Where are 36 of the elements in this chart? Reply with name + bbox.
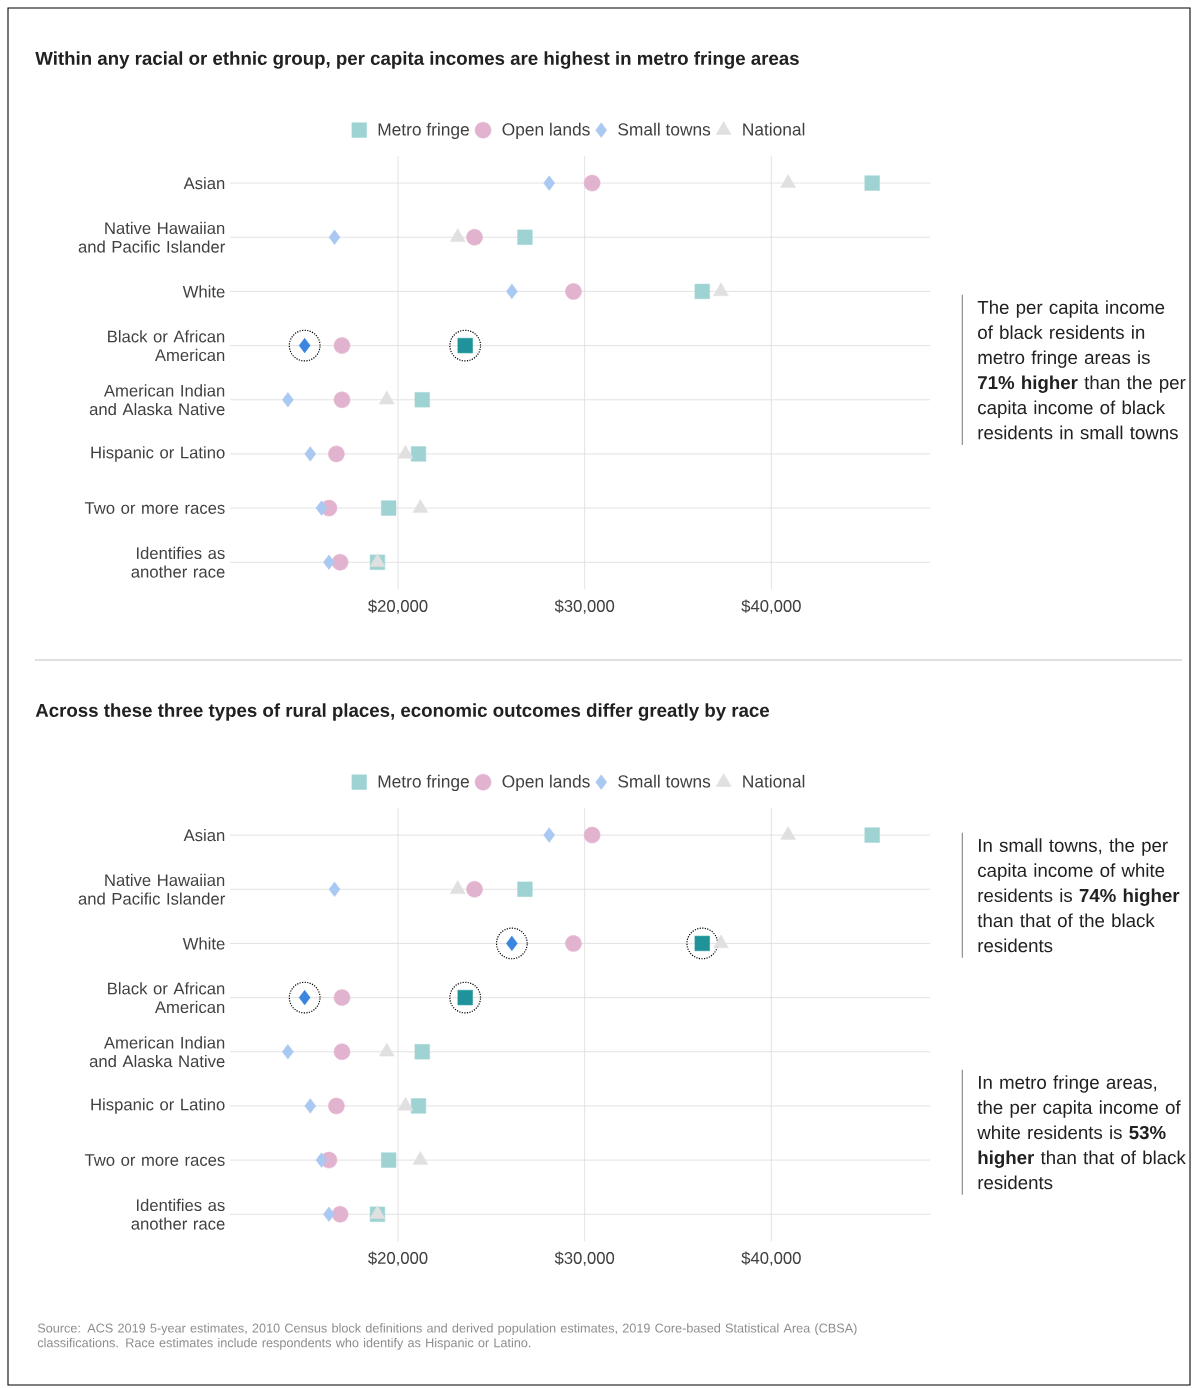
y-tick-label: White [182,937,225,950]
legend-label: National [743,122,805,136]
text: In small towns, the per capita income of white residents is 74% higher than that of the black residents [977,838,1180,953]
y-tick-label: Hispanic or Latino [91,446,225,462]
y-tick-label: Black or African American [108,982,225,1014]
legend-label: National [743,774,805,788]
legend-label: Small towns [618,122,711,136]
y-tick-label: American Indian and Alaska Native [89,1036,225,1068]
legend-label: Metro fringe [378,122,469,140]
y-tick-label: Identifies as another race [131,1198,225,1230]
text: In metro fringe areas, the per capita income of white residents is 53% higher than that of black residents [977,1075,1186,1190]
y-tick-label: Hispanic or Latino [91,1098,225,1114]
chart-title: Within any racial or ethnic group, per capita incomes are highest in metro fringe areas [35,51,799,69]
y-tick-label: Two or more races [84,502,225,514]
x-tick-label: $40,000 [741,599,801,614]
text: The per capita income of black residents in metro fringe areas is 71% higher than the per capita income of black residents in small towns [977,300,1186,440]
y-tick-label: Identifies as another race [131,546,225,578]
chart-title: Across these three types of rural places, economic outcomes differ greatly by race [35,703,770,721]
y-tick-label: American Indian and Alaska Native [89,384,225,416]
y-tick-label: Native Hawaiian and Pacific Islander [78,873,225,905]
source-note: Source: ACS 2019 5-year estimates, 2010 Census block definitions and derived population estimates, 2019 Core-based Statistical Area (CBSA) classifications. Race estimates include respondents who identify as Hispanic or Latino. [37,1323,857,1350]
y-tick-label: Asian [183,828,225,842]
legend-label: Open lands [502,122,590,140]
x-tick-label: $30,000 [554,1251,615,1266]
x-tick-label: $40,000 [741,1251,801,1266]
legend-label: Open lands [502,774,590,792]
x-tick-label: $20,000 [368,1251,428,1266]
legend-label: Small towns [618,774,711,788]
y-tick-label: Asian [183,176,225,190]
x-tick-label: $30,000 [554,599,615,614]
y-tick-label: Native Hawaiian and Pacific Islander [78,221,225,253]
legend-label: Metro fringe [378,774,469,792]
x-tick-label: $20,000 [368,599,428,614]
y-tick-label: Two or more races [84,1154,225,1166]
y-tick-label: White [182,285,225,298]
y-tick-label: Black or African American [108,330,225,362]
